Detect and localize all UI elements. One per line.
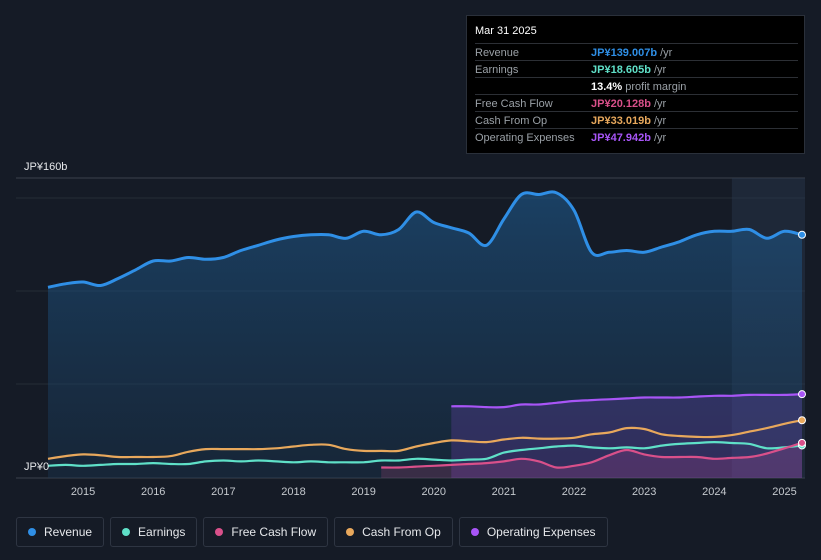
x-tick-label: 2021 (492, 486, 516, 498)
tooltip-value-text: JP¥18.605b (591, 64, 651, 76)
x-tick-label: 2018 (281, 486, 305, 498)
data-tooltip: Mar 31 2025 Revenue JP¥139.007b /yr Earnin… (466, 15, 805, 154)
series-line-revenue[interactable] (47, 190, 803, 289)
series-endpoint-free-cash-flow[interactable] (798, 438, 806, 447)
chart-legend: Revenue Earnings Free Cash Flow Cash From O… (16, 517, 608, 549)
series-area-free-cash-flow (381, 442, 802, 478)
series-endpoint-cash-from-op[interactable] (798, 416, 806, 425)
x-tick-label: 2025 (772, 486, 796, 498)
legend-item-operating-expenses[interactable]: Operating Expenses (458, 517, 608, 547)
tooltip-row: 13.4% profit margin (475, 77, 798, 95)
tooltip-unit-text: /yr (650, 115, 667, 127)
legend-item-free-cash-flow[interactable]: Free Cash Flow (203, 517, 329, 547)
series-endpoint-revenue[interactable] (798, 230, 806, 239)
tooltip-row-label: Revenue (475, 47, 520, 59)
tooltip-row: Free Cash Flow JP¥20.128b /yr (475, 94, 798, 112)
legend-item-revenue[interactable]: Revenue (16, 517, 105, 547)
tooltip-row-value: JP¥47.942b /yr (591, 132, 666, 144)
x-tick-label: 2020 (422, 486, 446, 498)
tooltip-unit-text: /yr (650, 98, 667, 110)
legend-dot-icon (470, 528, 479, 536)
tooltip-row: Cash From Op JP¥33.019b /yr (475, 111, 798, 129)
legend-dot-icon (28, 528, 36, 536)
legend-dot-icon (215, 528, 224, 536)
x-tick-label: 2017 (211, 486, 235, 498)
series-area-operating-expenses (451, 394, 802, 478)
legend-label: Earnings (138, 525, 186, 539)
legend-dot-icon (122, 528, 131, 536)
legend-item-earnings[interactable]: Earnings (110, 517, 198, 547)
x-tick-label: 2019 (351, 486, 375, 498)
tooltip-unit-text: /yr (657, 47, 673, 59)
tooltip-value-text: JP¥139.007b (591, 47, 658, 59)
series-line-operating-expenses[interactable] (451, 393, 803, 409)
tooltip-value-text: JP¥20.128b (591, 98, 651, 110)
legend-label: Cash From Op (362, 525, 441, 539)
x-tick-label: 2016 (141, 486, 165, 498)
legend-label: Revenue (44, 525, 93, 539)
y-axis-top-label: JP¥160b (24, 161, 67, 173)
series-line-earnings[interactable] (47, 441, 803, 467)
series-endpoint-operating-expenses[interactable] (798, 390, 806, 399)
legend-item-cash-from-op[interactable]: Cash From Op (334, 517, 453, 547)
y-axis-bottom-label: JP¥0 (24, 461, 49, 473)
tooltip-row: Revenue JP¥139.007b /yr (475, 43, 798, 61)
series-line-cash-from-op[interactable] (47, 419, 803, 460)
tooltip-date: Mar 31 2025 (475, 25, 537, 37)
x-tick-label: 2024 (702, 486, 726, 498)
tooltip-row: Earnings JP¥18.605b /yr (475, 60, 798, 78)
x-tick-label: 2022 (562, 486, 586, 498)
tooltip-value-text: JP¥47.942b (591, 132, 651, 144)
legend-dot-icon (346, 528, 355, 536)
x-tick-label: 2023 (632, 486, 656, 498)
tooltip-row-value: JP¥139.007b /yr (591, 47, 672, 59)
tooltip-row-label: Free Cash Flow (475, 98, 553, 110)
tooltip-unit-text: profit margin (622, 81, 687, 93)
tooltip-row-value: 13.4% profit margin (591, 81, 686, 93)
tooltip-row-value: JP¥20.128b /yr (591, 98, 666, 110)
series-area-revenue (48, 191, 802, 478)
legend-label: Operating Expenses (486, 525, 596, 539)
tooltip-row-value: JP¥18.605b /yr (591, 64, 666, 76)
tooltip-unit-text: /yr (650, 132, 667, 144)
tooltip-row-label: Operating Expenses (475, 132, 575, 144)
tooltip-unit-text: /yr (650, 64, 667, 76)
tooltip-row: Operating Expenses JP¥47.942b /yr (475, 128, 798, 146)
tooltip-value-text: JP¥33.019b (591, 115, 651, 127)
series-line-free-cash-flow[interactable] (381, 441, 803, 469)
tooltip-value-text: 13.4% (591, 81, 623, 93)
chart-area: 2015 2016 2017 2018 2019 2020 2021 2022 2023 2024… (16, 161, 806, 498)
tooltip-row-label: Earnings (475, 64, 519, 76)
x-tick-label: 2015 (71, 486, 95, 498)
tooltip-row-value: JP¥33.019b /yr (591, 115, 666, 127)
tooltip-row-label: Cash From Op (475, 115, 548, 127)
legend-label: Free Cash Flow (231, 525, 317, 539)
